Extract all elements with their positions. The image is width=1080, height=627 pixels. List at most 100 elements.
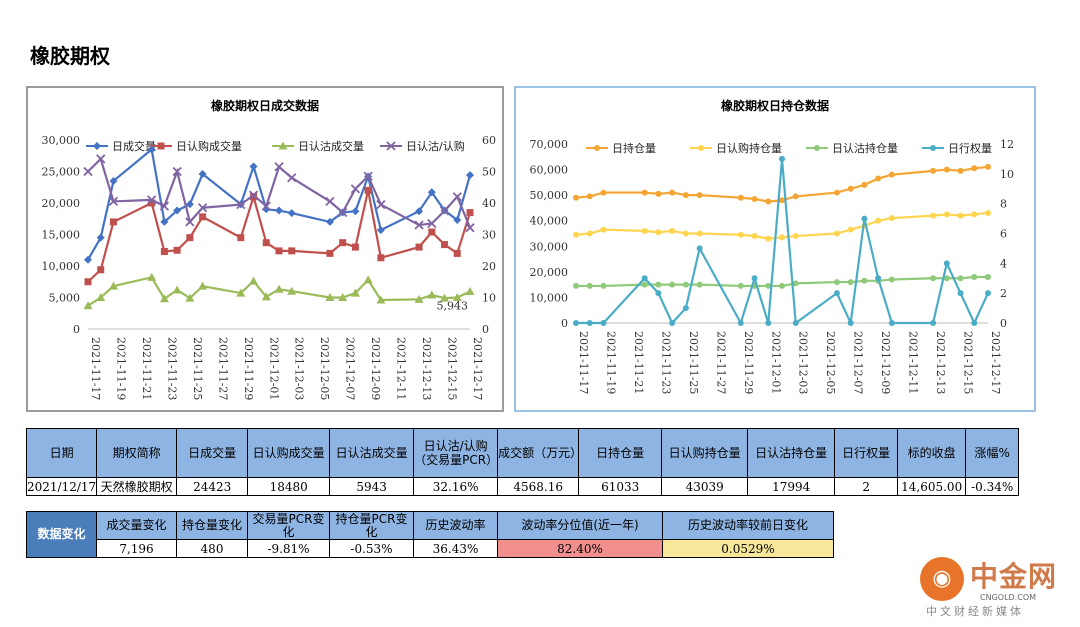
- data-point: [779, 197, 785, 204]
- logo-mark-icon: ◉: [920, 557, 964, 601]
- series-points: [573, 209, 991, 242]
- data-point: [792, 193, 799, 200]
- logo-domain: CNGOLD.COM: [980, 593, 1037, 602]
- y-right-tick-label: 40: [482, 197, 496, 210]
- legend-item: 日认沽持仓量: [806, 141, 898, 155]
- data-point: [669, 227, 676, 234]
- data-point: [669, 189, 676, 196]
- data-point: [84, 255, 92, 264]
- y-right-tick-label: 4: [1000, 257, 1007, 270]
- data-point: [376, 295, 386, 304]
- data-point: [83, 301, 93, 310]
- series-points: [573, 273, 991, 289]
- column-header-daily-volume: 日成交量: [176, 428, 249, 478]
- data-point: [943, 166, 950, 173]
- data-point: [97, 266, 105, 274]
- x-tick-label: 2021-11-19: [114, 337, 127, 400]
- y-right-tick-label: 10: [1000, 168, 1014, 181]
- data-point: [586, 230, 593, 237]
- data-point: [427, 188, 436, 197]
- data-point: [985, 209, 991, 216]
- data-point: [159, 294, 169, 303]
- y-left-tick-label: 30,000: [530, 240, 569, 253]
- data-point: [377, 254, 385, 262]
- y-left-tick-label: 30,000: [42, 134, 81, 147]
- data-point: [159, 201, 170, 211]
- daily-open-interest-chart-panel: 橡胶期权日持仓数据 0 10,000 20,000 30,000 40,000 50,000…: [514, 86, 1036, 412]
- column-header-call-open-interest: 日认购持仓量: [661, 428, 749, 478]
- data-point: [453, 249, 461, 257]
- x-tick-label: 2021-11-19: [604, 331, 617, 394]
- data-point: [573, 231, 579, 238]
- data-point: [415, 243, 423, 251]
- chart-title: 橡胶期权日持仓数据: [721, 98, 829, 113]
- logo-name: 中金网: [970, 560, 1058, 593]
- data-point: [586, 320, 593, 326]
- column-header-volatility-percentile: 波动率分位值(近一年): [497, 511, 663, 540]
- legend-label: 日认购成交量: [176, 139, 242, 153]
- data-point: [173, 246, 181, 254]
- x-tick-label: 2021-11-23: [659, 331, 672, 394]
- data-point: [957, 167, 964, 174]
- column-header-historical-volatility: 历史波动率: [413, 511, 498, 540]
- data-point: [792, 233, 799, 240]
- data-point: [172, 285, 182, 294]
- data-point: [573, 320, 579, 326]
- legend-label: 日认沽成交量: [298, 139, 364, 153]
- y-left-tick-label: 5,000: [49, 292, 81, 305]
- data-point: [248, 190, 259, 200]
- x-tick-label: 2021-12-07: [344, 337, 357, 400]
- legend-label: 日认沽/认购: [406, 139, 465, 153]
- data-point: [696, 281, 703, 288]
- data-point: [108, 281, 118, 290]
- data-point: [185, 217, 195, 227]
- data-point: [287, 286, 297, 295]
- data-point: [696, 192, 703, 199]
- data-point: [147, 145, 156, 154]
- data-point: [600, 320, 607, 326]
- data-point: [441, 241, 449, 249]
- y-right-tick-label: 10: [482, 292, 496, 305]
- data-point: [237, 234, 245, 242]
- data-point: [682, 305, 689, 312]
- y-left-tick-label: 15,000: [42, 229, 81, 242]
- legend-marker: [93, 142, 101, 150]
- data-point: [198, 170, 207, 179]
- x-tick-label: 2021-11-21: [632, 331, 645, 394]
- data-point: [350, 288, 360, 297]
- data-point: [274, 162, 284, 172]
- cell-volume-change: 7,196: [96, 539, 177, 558]
- daily-volume-chart-panel: 橡胶期权日成交数据 0 5,000 10,000 15,000 20,000 25,000 3…: [26, 86, 504, 412]
- x-tick-label: 2021-11-27: [216, 337, 229, 400]
- data-point: [971, 320, 978, 326]
- data-point: [751, 233, 758, 240]
- data-point: [465, 223, 475, 233]
- data-point: [985, 273, 991, 280]
- data-point: [261, 292, 271, 301]
- data-point: [641, 227, 648, 234]
- column-header-put-open-interest: 日认沽持仓量: [747, 428, 836, 478]
- table-row: 7,196 480 -9.81% -0.53% 36.43% 82.40% 0.…: [27, 539, 834, 558]
- data-point: [930, 275, 937, 282]
- data-point: [751, 275, 758, 282]
- series-points: [573, 163, 991, 205]
- column-header-oi-pcr-change: 持仓量PCR变化: [329, 511, 414, 540]
- y-right-tick-label: 0: [482, 323, 489, 336]
- y-right-tick-label: 2: [1000, 287, 1007, 300]
- data-point: [696, 230, 703, 237]
- column-header-volume-pcr-change: 交易量PCR变化: [247, 511, 330, 540]
- legend-label: 日行权量: [948, 142, 992, 155]
- data-point: [875, 217, 882, 224]
- column-header-underlying-close: 标的收盘: [897, 428, 967, 478]
- cell-volume-pcr: 32.16%: [413, 477, 499, 496]
- data-point: [148, 199, 156, 207]
- data-point: [236, 199, 246, 210]
- legend-marker: [278, 141, 288, 150]
- data-point: [287, 173, 297, 183]
- y-left-tick-label: 20,000: [530, 266, 569, 279]
- data-point: [875, 275, 882, 282]
- series-line: [575, 165, 989, 203]
- table-header-row: 数据变化 成交量变化 持仓量变化 交易量PCR变化 持仓量PCR变化 历史波动率…: [26, 511, 834, 558]
- data-point: [288, 247, 296, 255]
- data-point: [930, 167, 937, 174]
